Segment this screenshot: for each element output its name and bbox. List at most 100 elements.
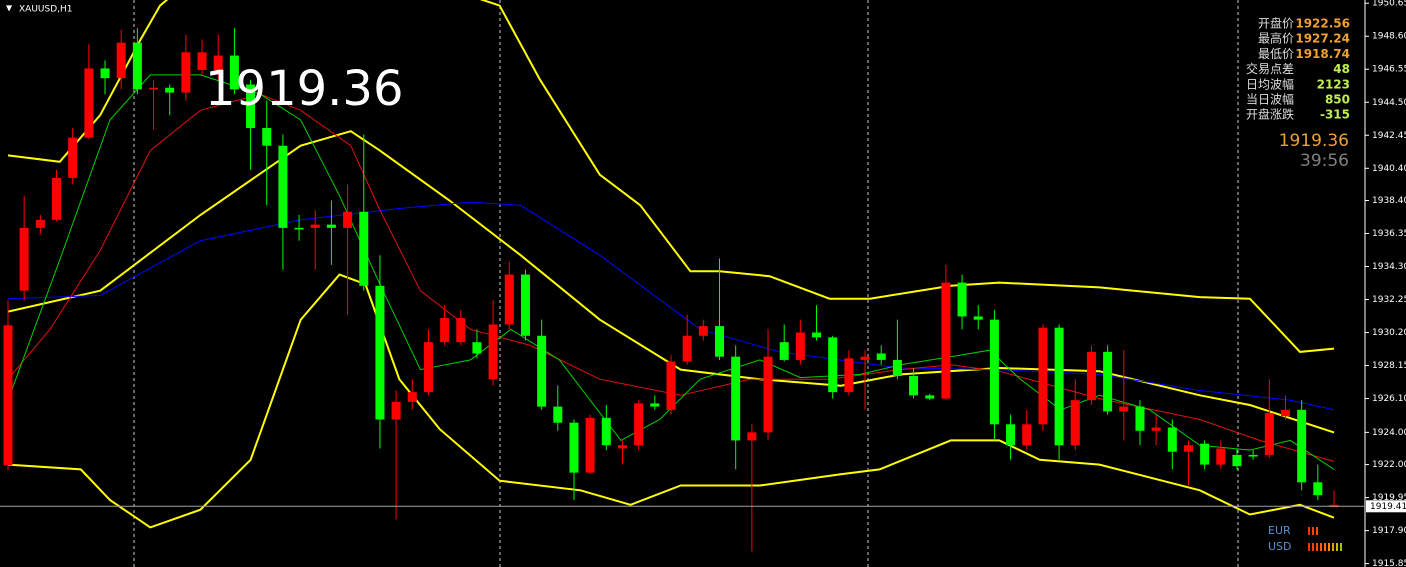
candle-body (585, 417, 595, 473)
menu-arrow: ▼ (6, 4, 13, 13)
candle-body (488, 324, 498, 380)
candle-body (1183, 445, 1193, 452)
info-value: 2123 (1317, 77, 1350, 91)
y-tick-label: 1948.60 (1372, 32, 1406, 42)
y-tick-label: 1924.00 (1372, 428, 1406, 438)
candle-body (456, 318, 466, 343)
candle-body (682, 335, 692, 362)
candle-body (1086, 351, 1096, 401)
candle-body (68, 137, 78, 178)
candle-body (876, 353, 886, 360)
strength-bar (1308, 527, 1310, 535)
candle-body (1151, 427, 1161, 431)
candle-body (569, 422, 579, 473)
candle-body (698, 326, 708, 336)
y-tick-label: 1940.40 (1372, 164, 1406, 174)
y-tick-label: 1944.50 (1372, 98, 1406, 108)
candle-body (1054, 327, 1064, 446)
candle-body (812, 332, 822, 338)
candle-body (197, 52, 207, 71)
candle-body (1038, 327, 1048, 425)
strength-bar (1336, 543, 1338, 551)
candle-body (326, 224, 336, 228)
candle-body (925, 395, 935, 399)
candle-body (375, 285, 385, 420)
candle-body (246, 84, 256, 129)
candle-body (617, 445, 627, 449)
candle-body (1135, 406, 1145, 431)
strength-bars (1308, 527, 1342, 551)
timer: 39:56 (1300, 151, 1349, 171)
strength-bar (1332, 543, 1334, 551)
candle-body (989, 319, 999, 425)
candle-body (1070, 400, 1080, 446)
y-tick-label: 1942.45 (1372, 131, 1406, 141)
candle-body (472, 342, 482, 354)
candle-body (1297, 409, 1307, 483)
candle-body (504, 274, 514, 325)
candle-body (100, 68, 110, 79)
candle-body (520, 274, 530, 336)
candle-body (229, 55, 239, 90)
candle-body (795, 332, 805, 360)
candle-body (1248, 454, 1258, 457)
candle-body (278, 145, 288, 228)
y-tick-label: 1946.55 (1372, 65, 1406, 75)
candle-body (1119, 406, 1129, 412)
info-value: 1918.74 (1295, 47, 1350, 61)
info-label: 当日波幅 (1246, 92, 1294, 107)
currency-label: EUR (1268, 524, 1291, 537)
candle-body (1006, 424, 1016, 446)
candle-body (132, 42, 142, 90)
candle-body (52, 177, 62, 220)
candle-body (1313, 482, 1323, 496)
y-tick-label: 1917.90 (1372, 526, 1406, 536)
strength-bar (1308, 543, 1310, 551)
info-value: 48 (1333, 62, 1350, 76)
strength-bar (1312, 543, 1314, 551)
currency-label: USD (1268, 540, 1292, 553)
y-tick-label: 1928.15 (1372, 361, 1406, 371)
candle-body (359, 211, 369, 286)
strength-bar (1320, 543, 1322, 551)
info-label: 最高价 (1258, 31, 1294, 46)
y-tick-label: 1926.10 (1372, 394, 1406, 404)
y-tick-label: 1936.35 (1372, 229, 1406, 239)
strength-bar (1328, 543, 1330, 551)
y-tick-label: 1934.30 (1372, 262, 1406, 272)
info-value: 850 (1325, 93, 1350, 107)
candle-body (149, 87, 159, 90)
candle-body (423, 342, 433, 393)
y-tick-label: 1938.40 (1372, 196, 1406, 206)
y-tick-label: 1922.00 (1372, 460, 1406, 470)
candle-body (860, 356, 870, 360)
candle-body (116, 42, 126, 79)
y-tick-label: 1932.25 (1372, 295, 1406, 305)
info-label: 开盘涨跌 (1246, 107, 1294, 122)
candle-body (262, 128, 272, 146)
info-label: 最低价 (1258, 47, 1294, 61)
candle-body (715, 326, 725, 357)
axis-labels: 1950.65 1948.60 1946.55 1944.50 1942.45 1940.… (1365, 0, 1406, 567)
chart-title: XAUUSD,H1 (19, 5, 73, 15)
candle-body (35, 219, 45, 228)
price-label-bg (1366, 500, 1406, 513)
y-tick-label: 1950.65 (1372, 0, 1406, 9)
indicator-line (7, 273, 1335, 529)
strength-bar (1340, 543, 1342, 551)
candle-body (747, 432, 757, 441)
candle-body (537, 335, 547, 407)
candle-body (391, 401, 401, 420)
candle-body (1216, 448, 1226, 465)
candle-body (763, 356, 773, 433)
strength-bar (1312, 527, 1314, 535)
candle-body (666, 361, 676, 410)
plot (0, 0, 1365, 552)
indicator-line (7, 201, 1335, 411)
candle-body (779, 342, 789, 360)
candle-body (892, 359, 902, 377)
candle-body (844, 358, 854, 393)
